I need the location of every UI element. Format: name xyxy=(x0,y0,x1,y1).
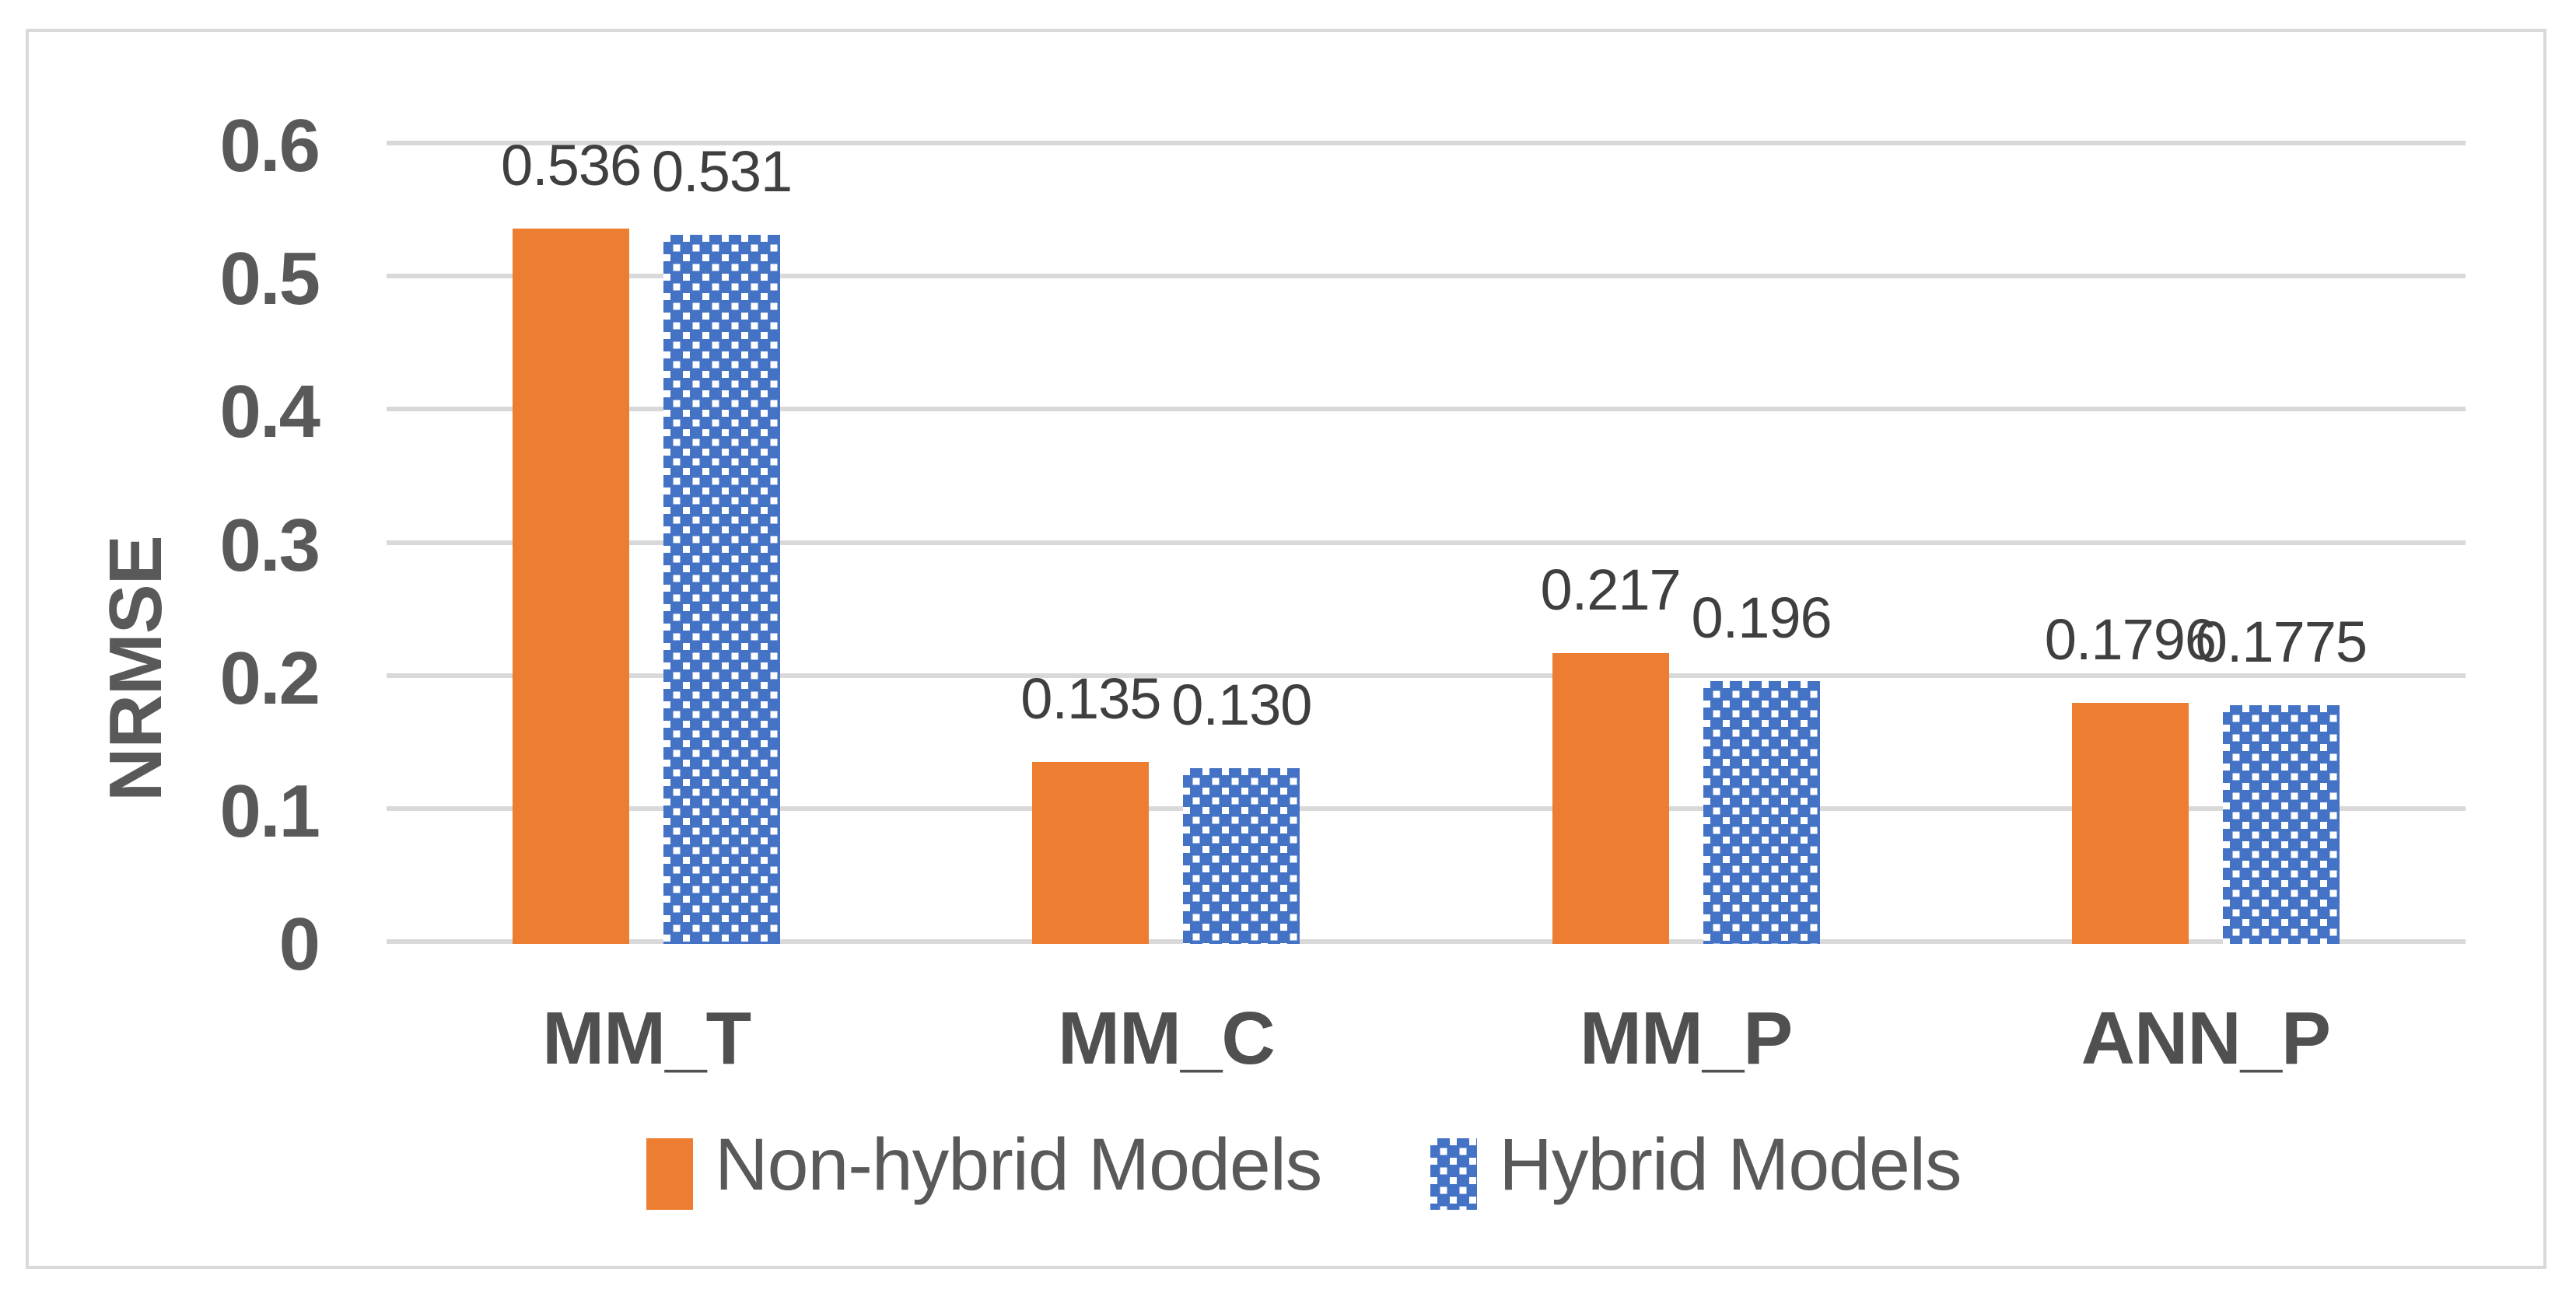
x-category-label: MM_T xyxy=(542,997,751,1080)
bar-hybrid-mm_p xyxy=(1703,680,1820,944)
bar-value-label: 0.1775 xyxy=(2195,610,2368,675)
bar-hybrid-mm_c xyxy=(1183,768,1300,944)
gridline xyxy=(387,274,2466,279)
x-category-label: MM_C xyxy=(1058,997,1276,1080)
y-tick-label: 0.3 xyxy=(219,503,320,587)
legend: Non-hybrid Models Hybrid Models xyxy=(646,1127,1962,1210)
y-tick-label: 0.6 xyxy=(219,104,320,187)
x-category-label: MM_P xyxy=(1579,997,1793,1080)
gridline xyxy=(387,407,2466,412)
non-hybrid-swatch-icon xyxy=(646,1138,693,1210)
bar-value-label: 0.531 xyxy=(652,139,793,204)
bar-value-label: 0.196 xyxy=(1691,585,1832,650)
bar-value-label: 0.536 xyxy=(501,132,642,197)
bar-value-label: 0.1796 xyxy=(2044,606,2217,672)
x-category-label: ANN_P xyxy=(2081,997,2331,1080)
figure-frame xyxy=(26,29,2546,1269)
bar-hybrid-ann_p xyxy=(2222,705,2340,944)
legend-label-hybrid: Hybrid Models xyxy=(1499,1123,1962,1206)
gridline xyxy=(387,141,2466,145)
hybrid-swatch-icon xyxy=(1430,1138,1478,1210)
bar-value-label: 0.217 xyxy=(1540,557,1682,622)
gridline xyxy=(387,540,2466,545)
gridline xyxy=(387,806,2466,811)
legend-label-non-hybrid: Non-hybrid Models xyxy=(715,1123,1322,1206)
legend-item-non-hybrid: Non-hybrid Models xyxy=(646,1127,1322,1210)
bar-non-hybrid-mm_c xyxy=(1032,761,1150,944)
bar-non-hybrid-mm_t xyxy=(513,228,630,944)
bar-non-hybrid-mm_p xyxy=(1552,652,1669,944)
y-tick-label: 0.2 xyxy=(219,636,320,720)
y-tick-label: 0 xyxy=(278,903,320,986)
bar-hybrid-mm_t xyxy=(663,235,781,944)
bar-non-hybrid-ann_p xyxy=(2071,702,2189,944)
bar-value-label: 0.130 xyxy=(1171,673,1312,738)
y-axis-title: NRMSE xyxy=(94,536,177,802)
legend-item-hybrid: Hybrid Models xyxy=(1430,1127,1962,1210)
y-tick-label: 0.5 xyxy=(219,237,320,321)
x-axis-line xyxy=(387,939,2466,944)
bar-value-label: 0.135 xyxy=(1020,666,1161,731)
y-tick-label: 0.1 xyxy=(219,769,320,853)
gridline xyxy=(387,673,2466,678)
y-tick-label: 0.4 xyxy=(219,370,320,454)
